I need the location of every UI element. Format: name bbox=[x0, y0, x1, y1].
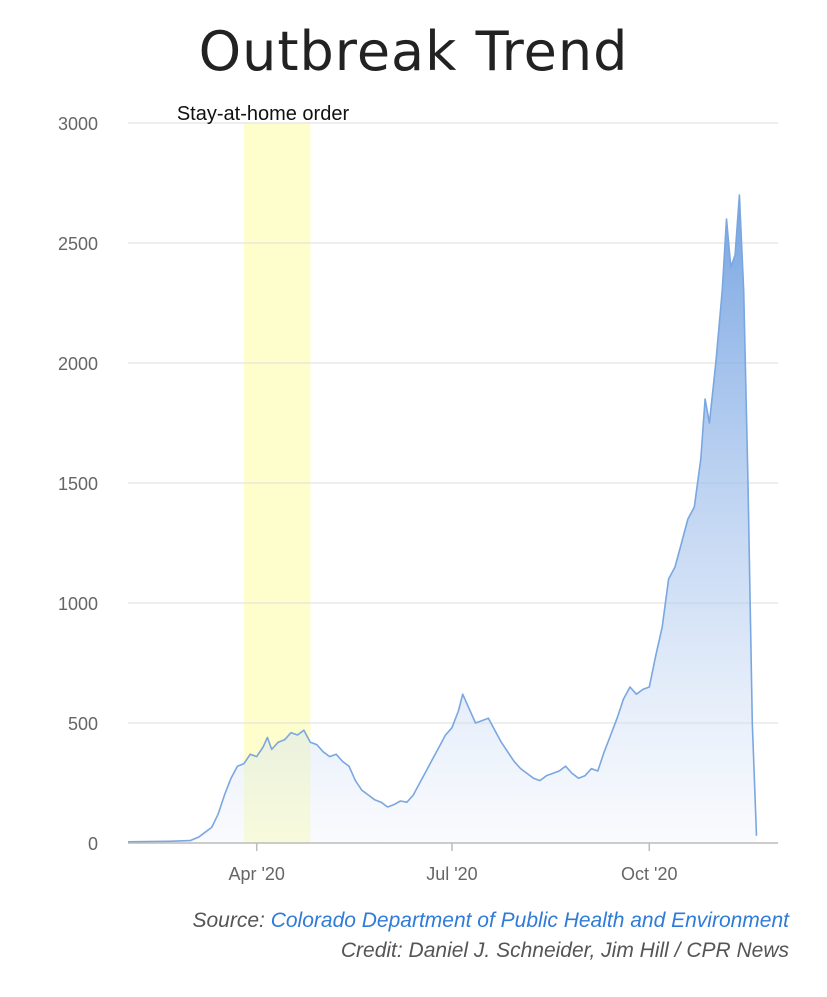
y-tick-label: 2500 bbox=[58, 234, 98, 254]
y-tick-label: 0 bbox=[88, 834, 98, 854]
y-tick-label: 1500 bbox=[58, 474, 98, 494]
x-tick-label: Jul '20 bbox=[426, 864, 477, 884]
series-area bbox=[128, 195, 757, 843]
source-line: Source: Colorado Department of Public He… bbox=[192, 906, 789, 936]
stay-at-home-label: Stay-at-home order bbox=[177, 103, 350, 125]
x-tick-label: Oct '20 bbox=[621, 864, 677, 884]
series-line bbox=[127, 194, 758, 843]
chart-title: Outbreak Trend bbox=[198, 20, 629, 83]
y-tick-label: 1000 bbox=[58, 594, 98, 614]
y-tick-label: 3000 bbox=[58, 114, 98, 134]
outbreak-chart: 0 500 1000 1500 2000 2500 3000 Apr '20 Jul '20 Oc… bbox=[58, 103, 778, 884]
x-tick-label: Apr '20 bbox=[228, 864, 284, 884]
y-tick-label: 2000 bbox=[58, 354, 98, 374]
source-prefix: Source: bbox=[192, 909, 271, 932]
y-tick-label: 500 bbox=[68, 714, 98, 734]
credit-line: Credit: Daniel J. Schneider, Jim Hill / … bbox=[340, 939, 789, 962]
source-link[interactable]: Colorado Department of Public Health and… bbox=[270, 909, 789, 932]
chart-footer: Source: Colorado Department of Public He… bbox=[192, 906, 789, 966]
